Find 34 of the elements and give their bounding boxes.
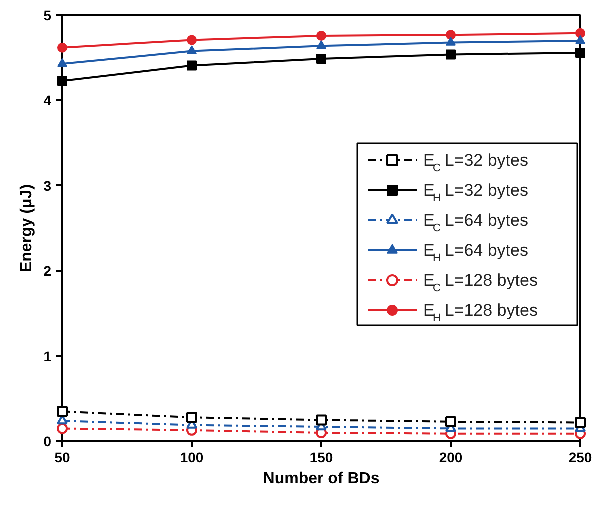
point xyxy=(57,423,68,434)
y-tick-label: 2 xyxy=(44,263,52,280)
point xyxy=(187,46,197,54)
point xyxy=(446,416,456,428)
point xyxy=(58,58,68,68)
x-tick-label: 100 xyxy=(180,450,204,466)
point xyxy=(316,54,326,64)
point xyxy=(58,76,68,86)
x-tick-label: 150 xyxy=(310,450,334,466)
y-axis-title: Energy (μJ) xyxy=(18,184,36,273)
point xyxy=(576,35,586,44)
x-axis-title: Number of BDs xyxy=(263,470,380,488)
point xyxy=(58,42,68,53)
y-tick-label: 0 xyxy=(44,434,52,450)
y-tick-label: 1 xyxy=(44,348,52,364)
y-tick-label: 5 xyxy=(44,8,52,24)
x-tick-label: 250 xyxy=(568,450,592,466)
point xyxy=(316,414,327,426)
y-tick-label: 3 xyxy=(44,178,52,194)
point xyxy=(186,412,198,424)
point xyxy=(316,30,326,41)
point xyxy=(187,60,197,71)
point xyxy=(446,30,456,40)
point xyxy=(446,37,456,46)
x-tick-label: 200 xyxy=(439,450,463,466)
point xyxy=(187,35,197,46)
x-tick-label: 50 xyxy=(54,450,70,466)
point xyxy=(576,28,586,38)
point xyxy=(316,40,326,50)
point xyxy=(57,406,68,418)
point xyxy=(446,50,456,60)
point xyxy=(575,417,586,428)
y-tick-label: 4 xyxy=(44,92,52,109)
point xyxy=(576,48,586,58)
